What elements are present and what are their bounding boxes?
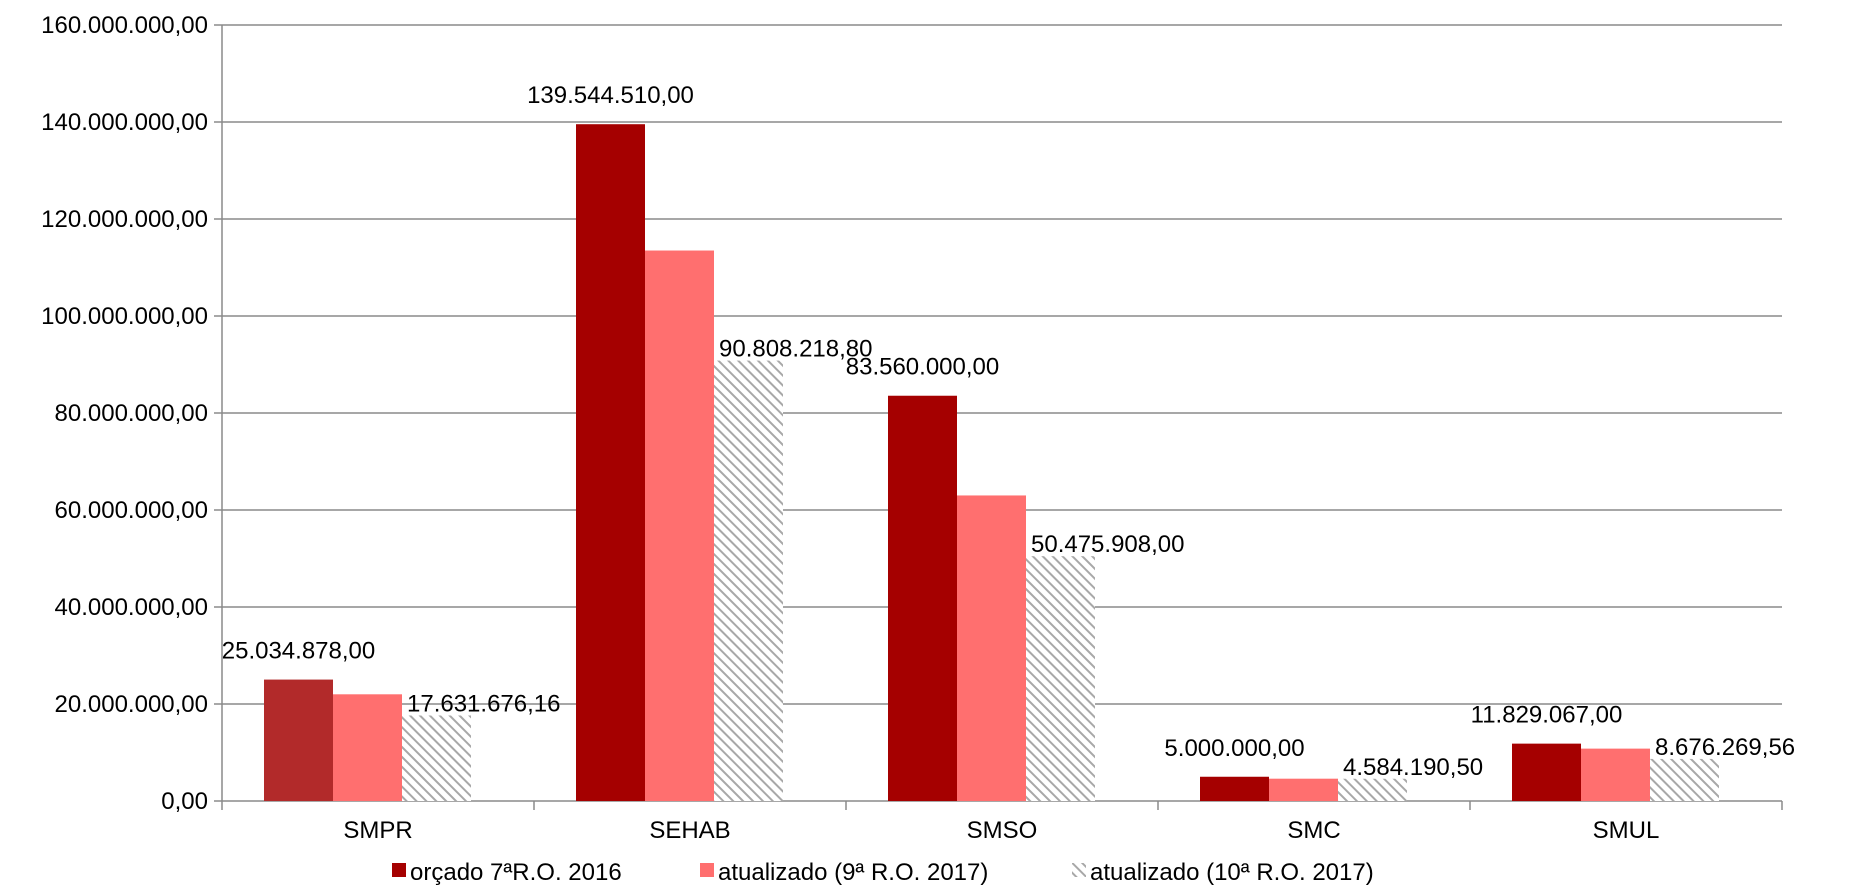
legend-label: atualizado (9ª R.O. 2017) (718, 859, 988, 886)
x-tick-label: SMUL (1593, 817, 1660, 844)
data-label: 90.808.218,80 (719, 336, 872, 363)
bar-smc-series-1 (1200, 776, 1269, 801)
data-label: 50.475.908,00 (1031, 531, 1184, 558)
y-tick-label: 0,00 (161, 788, 208, 815)
bar-smpr-series-2 (333, 694, 402, 801)
bar-sehab-series-3 (714, 360, 783, 801)
data-label: 83.560.000,00 (846, 354, 999, 381)
y-tick-label: 20.000.000,00 (55, 691, 208, 718)
legend-swatch (700, 863, 714, 877)
legend-label: orçado 7ªR.O. 2016 (410, 859, 622, 886)
legend-swatch (1072, 863, 1086, 877)
bar-smpr-series-1 (264, 679, 333, 801)
y-tick-label: 40.000.000,00 (55, 594, 208, 621)
bars (264, 124, 1719, 802)
y-tick-label: 160.000.000,00 (41, 12, 208, 39)
x-tick-label: SEHAB (649, 817, 730, 844)
bar-smso-series-3 (1026, 556, 1095, 801)
bar-smul-series-1 (1512, 743, 1581, 801)
y-tick-label: 120.000.000,00 (41, 206, 208, 233)
x-tick-label: SMSO (967, 817, 1038, 844)
y-tick-label: 60.000.000,00 (55, 497, 208, 524)
data-label: 139.544.510,00 (527, 82, 694, 109)
bar-smc-series-3 (1338, 778, 1407, 801)
data-label: 17.631.676,16 (407, 690, 560, 717)
legend-swatch (392, 863, 406, 877)
y-tick-label: 100.000.000,00 (41, 303, 208, 330)
bar-smso-series-1 (888, 395, 957, 801)
legend-label: atualizado (10ª R.O. 2017) (1090, 859, 1374, 886)
x-tick-label: SMPR (343, 817, 412, 844)
data-label: 5.000.000,00 (1164, 735, 1304, 762)
data-label: 25.034.878,00 (222, 638, 375, 665)
bar-smc-series-2 (1269, 778, 1338, 801)
data-label: 4.584.190,50 (1343, 754, 1483, 781)
y-tick-label: 140.000.000,00 (41, 109, 208, 136)
data-label: 11.829.067,00 (1471, 702, 1623, 729)
y-tick-label: 80.000.000,00 (55, 400, 208, 427)
bar-smul-series-2 (1581, 748, 1650, 801)
bar-smpr-series-3 (402, 715, 471, 801)
data-labels: 25.034.878,00 17.631.676,16 139.544.510,00… (222, 82, 1795, 781)
x-tick-label: SMC (1287, 817, 1340, 844)
bar-smso-series-2 (957, 495, 1026, 801)
data-label: 8.676.269,56 (1655, 734, 1795, 761)
bar-sehab-series-2 (645, 250, 714, 801)
legend: orçado 7ªR.O. 2016 atualizado (9ª R.O. 20… (392, 859, 1374, 886)
axes: 0,00 20.000.000,00 40.000.000,00 60.000.000… (41, 12, 1783, 844)
bar-smul-series-3 (1650, 758, 1719, 801)
bar-sehab-series-1 (576, 124, 645, 802)
